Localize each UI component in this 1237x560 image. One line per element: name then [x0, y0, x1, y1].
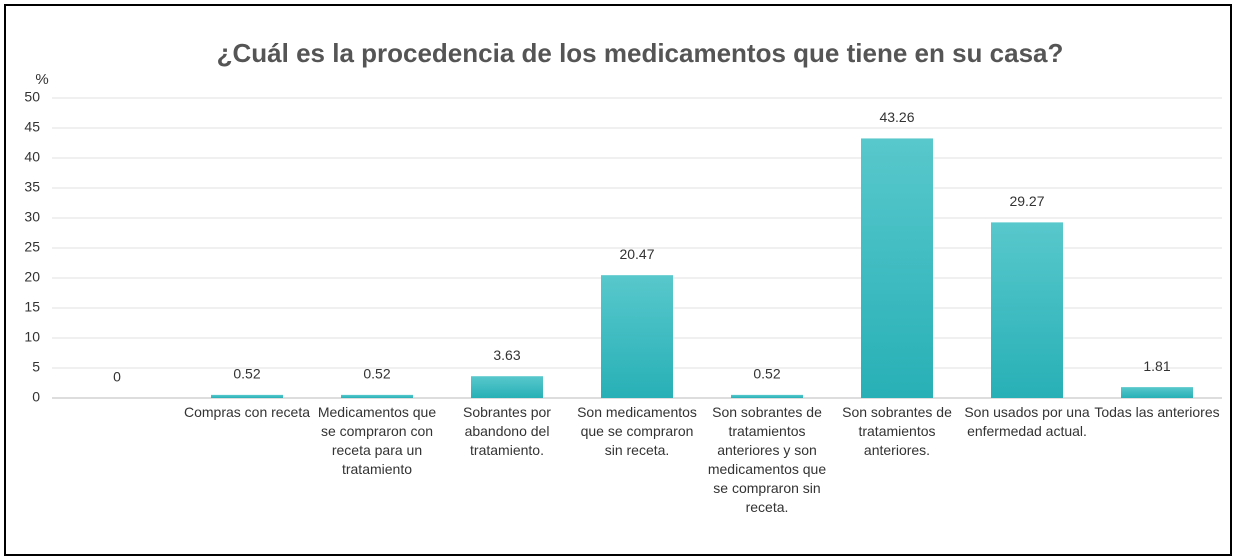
- bar: [1121, 387, 1193, 398]
- bar: [861, 138, 933, 398]
- y-tick-label: 35: [24, 179, 40, 195]
- y-tick-label: 15: [24, 299, 40, 315]
- value-label: 29.27: [1009, 193, 1044, 209]
- value-label: 43.26: [879, 109, 914, 125]
- x-tick-label: Sobrantes por abandono del tratamiento.: [463, 404, 551, 458]
- y-tick-label: 25: [24, 239, 40, 255]
- y-tick-label: 20: [24, 269, 40, 285]
- value-label: 0.52: [363, 366, 390, 382]
- x-tick-label: Medicamentos que se compraron con receta…: [317, 404, 437, 477]
- value-label: 20.47: [619, 246, 654, 262]
- y-tick-label: 5: [32, 359, 40, 375]
- x-tick-label: Compras con receta: [183, 404, 311, 420]
- bar: [341, 394, 413, 398]
- x-tick-label: Son sobrantes de tratamientos anteriores…: [842, 404, 952, 458]
- bar: [211, 394, 283, 398]
- x-tick-label: Son sobrantes de tratamientos anteriores…: [707, 404, 827, 515]
- x-tick-label: Todas las anteriores: [1094, 404, 1220, 420]
- chart-title: ¿Cuál es la procedencia de los medicamen…: [217, 38, 1064, 68]
- value-label: 0.52: [233, 366, 260, 382]
- bar: [601, 275, 673, 398]
- y-tick-label: 0: [32, 389, 40, 405]
- value-label: 0: [113, 369, 121, 385]
- x-tick-label: Son medicamentos que se compraron sin re…: [577, 404, 697, 458]
- bar: [991, 222, 1063, 398]
- bar: [471, 376, 543, 398]
- y-tick-label: 10: [24, 329, 40, 345]
- value-label: 3.63: [493, 347, 520, 363]
- value-label: 1.81: [1143, 358, 1170, 374]
- y-axis-label: %: [35, 71, 48, 88]
- value-label: 0.52: [753, 366, 780, 382]
- y-tick-label: 30: [24, 209, 40, 225]
- x-tick-label: Son usados por una enfermedad actual.: [964, 404, 1090, 439]
- y-tick-label: 50: [24, 89, 40, 105]
- y-tick-label: 40: [24, 149, 40, 165]
- bar: [731, 394, 803, 398]
- y-tick-label: 45: [24, 119, 40, 135]
